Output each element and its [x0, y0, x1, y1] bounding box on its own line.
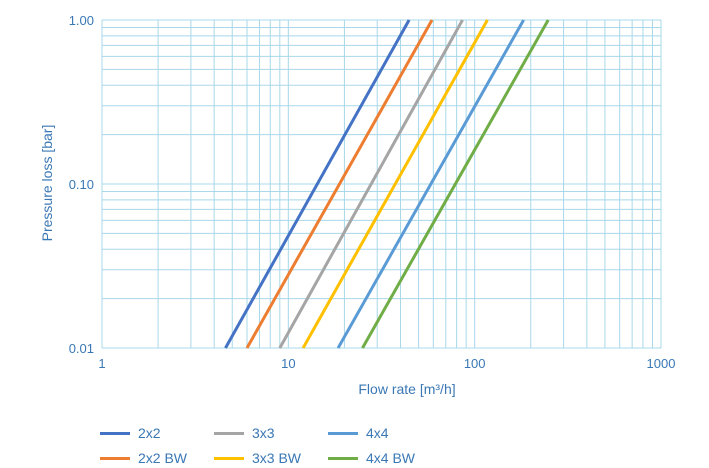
- series-line-2x2: [224, 19, 411, 349]
- tick-labels: 1 10 100 1000 0.01 0.10 1.00: [69, 13, 676, 371]
- legend-swatch: [214, 431, 244, 435]
- legend-item-3x3-bw: 3x3 BW: [214, 449, 301, 467]
- legend-item-4x4-bw: 4x4 BW: [328, 449, 415, 467]
- legend-label: 3x3 BW: [252, 450, 302, 466]
- legend-label: 4x4: [366, 425, 389, 441]
- legend-swatch: [100, 456, 130, 460]
- x-axis-title: Flow rate [m³/h]: [358, 381, 455, 397]
- legend-label: 2x2: [138, 425, 161, 441]
- legend-swatch: [328, 431, 358, 435]
- legend-label: 2x2 BW: [138, 450, 188, 466]
- series-lines: [224, 19, 550, 349]
- y-axis-title: Pressure loss [bar]: [39, 125, 55, 242]
- y-tick-label: 1.00: [69, 13, 94, 28]
- series-line-2x2-bw: [245, 19, 434, 349]
- x-tick-label: 1000: [647, 356, 676, 371]
- legend-item-2x2: 2x2: [100, 424, 161, 442]
- x-tick-label: 1: [98, 356, 105, 371]
- y-tick-label: 0.10: [69, 177, 94, 192]
- series-line-3x3: [278, 19, 464, 349]
- legend: 2x2 3x3 4x4 2x2 BW 3x3 BW 4x4 BW: [100, 424, 520, 468]
- legend-item-3x3: 3x3: [214, 424, 275, 442]
- legend-swatch: [100, 431, 130, 435]
- x-tick-label: 10: [281, 356, 295, 371]
- legend-swatch: [328, 456, 358, 460]
- legend-swatch: [214, 456, 244, 460]
- legend-label: 3x3: [252, 425, 275, 441]
- major-gridlines: [101, 19, 662, 349]
- x-tick-label: 100: [464, 356, 486, 371]
- series-line-4x4: [336, 19, 525, 349]
- legend-item-2x2-bw: 2x2 BW: [100, 449, 187, 467]
- legend-label: 4x4 BW: [366, 450, 416, 466]
- series-line-3x3-bw: [301, 19, 489, 349]
- legend-item-4x4: 4x4: [328, 424, 389, 442]
- y-tick-label: 0.01: [69, 341, 94, 356]
- series-line-4x4-bw: [361, 19, 550, 349]
